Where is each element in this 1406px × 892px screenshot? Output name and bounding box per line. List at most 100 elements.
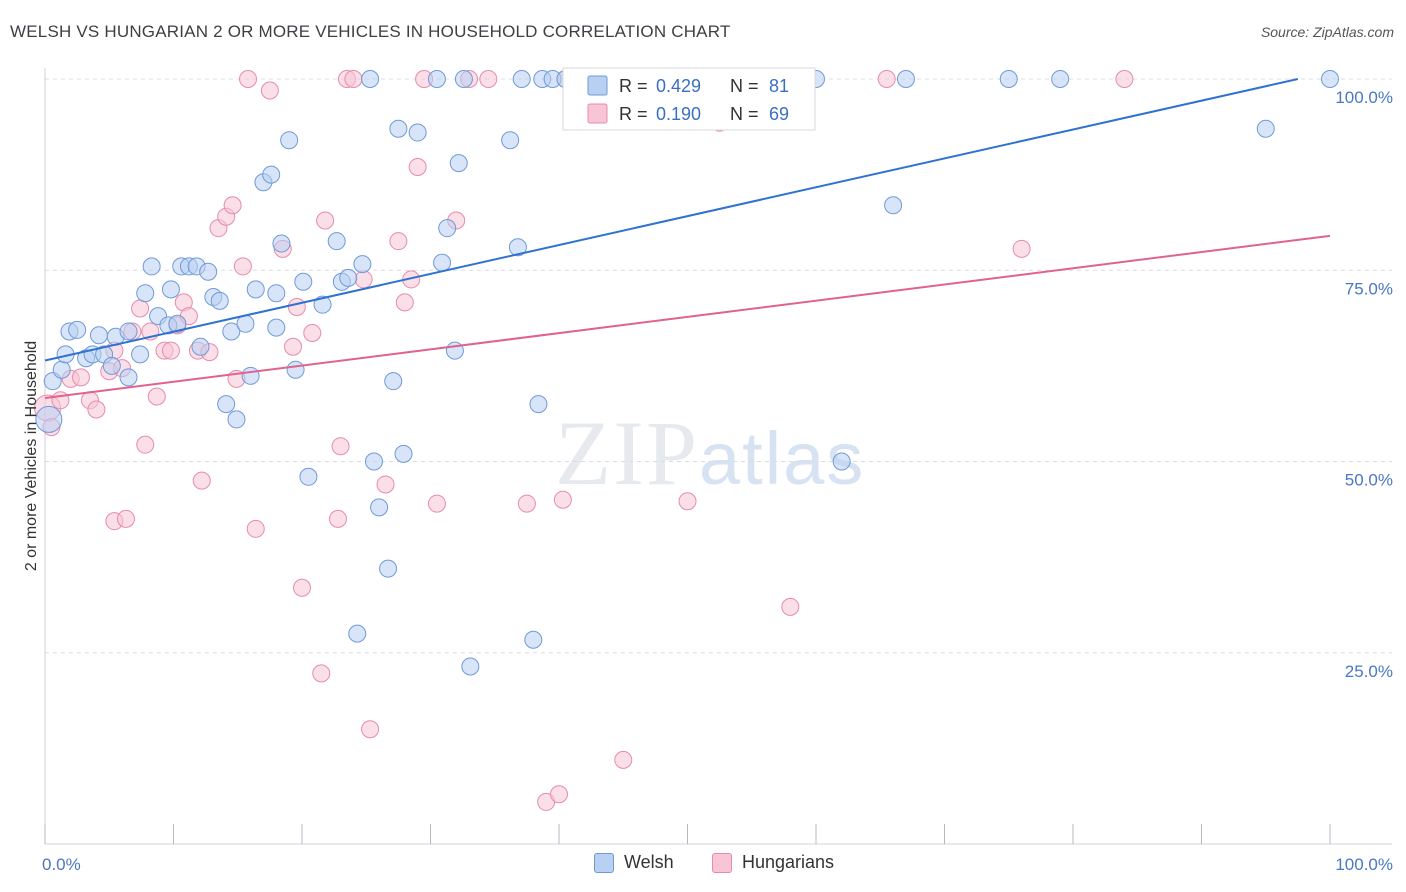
welsh-point bbox=[339, 268, 358, 287]
welsh-point bbox=[389, 119, 408, 138]
tick-labels: 100.0% 75.0% 50.0% 25.0% 0.0% 100.0% bbox=[42, 88, 1393, 874]
hungarians-point bbox=[479, 70, 498, 88]
legend-label-hungarians: Hungarians bbox=[742, 852, 835, 872]
welsh-point bbox=[361, 70, 380, 88]
hungarians-point bbox=[312, 664, 331, 683]
welsh-point bbox=[433, 253, 452, 272]
welsh-point bbox=[119, 322, 138, 341]
welsh-point bbox=[379, 559, 398, 578]
hungarians-swatch bbox=[712, 852, 732, 873]
hungarians-point bbox=[87, 400, 106, 419]
hungarians-point bbox=[233, 257, 252, 276]
legend-welsh-n-label: N = bbox=[730, 76, 759, 96]
hungarians-point bbox=[1115, 70, 1134, 88]
hungarians-point bbox=[192, 471, 211, 490]
hungarians-point bbox=[284, 337, 303, 356]
welsh-point bbox=[1256, 119, 1275, 138]
welsh-point bbox=[217, 395, 236, 414]
welsh-point bbox=[191, 337, 210, 356]
welsh-point bbox=[348, 624, 367, 643]
legend-hung-r-label: R = bbox=[619, 104, 648, 124]
hungarians-point bbox=[116, 509, 135, 528]
legend-item-hungarians: Hungarians bbox=[712, 852, 834, 873]
welsh-point bbox=[512, 70, 531, 88]
hungarians-point bbox=[354, 270, 373, 289]
welsh-point bbox=[272, 234, 291, 253]
source-label: Source: ZipAtlas.com bbox=[1260, 24, 1394, 40]
welsh-point bbox=[286, 360, 305, 379]
welsh-point bbox=[168, 314, 187, 333]
x-tick-label-end: 100.0% bbox=[1335, 855, 1393, 874]
hungarians-point bbox=[331, 437, 350, 456]
welsh-point bbox=[353, 255, 372, 274]
y-tick-label: 25.0% bbox=[1345, 662, 1393, 681]
welsh-point bbox=[454, 70, 473, 88]
welsh-point bbox=[294, 272, 313, 291]
welsh-point bbox=[327, 232, 346, 251]
hungarians-point bbox=[376, 475, 395, 494]
chart-title: WELSH VS HUNGARIAN 2 OR MORE VEHICLES IN… bbox=[10, 22, 731, 41]
hungarians-point bbox=[395, 293, 414, 312]
welsh-point bbox=[119, 368, 138, 387]
hungarians-trend-line bbox=[44, 234, 1331, 399]
welsh-point bbox=[236, 314, 255, 333]
hungarians-point bbox=[239, 70, 258, 88]
hungarians-points bbox=[34, 70, 1134, 811]
welsh-swatch bbox=[594, 852, 614, 873]
welsh-point bbox=[1321, 70, 1339, 88]
y-axis-label: 2 or more Vehicles in Household bbox=[23, 341, 40, 571]
welsh-point bbox=[384, 372, 403, 391]
welsh-point bbox=[370, 498, 389, 517]
welsh-point bbox=[299, 467, 318, 486]
welsh-point bbox=[529, 395, 548, 414]
welsh-point bbox=[267, 318, 286, 337]
legend-hung-r-value: 0.190 bbox=[656, 104, 701, 124]
welsh-trend-line bbox=[44, 78, 1299, 362]
legend-item-welsh: Welsh bbox=[594, 852, 674, 873]
welsh-point bbox=[449, 154, 468, 173]
welsh-point bbox=[136, 284, 155, 303]
welsh-point bbox=[884, 196, 903, 215]
welsh-point bbox=[68, 320, 87, 339]
hungarians-point bbox=[877, 70, 896, 88]
trend-lines bbox=[44, 78, 1331, 399]
hungarians-point bbox=[344, 70, 363, 88]
x-tick-label-start: 0.0% bbox=[42, 855, 81, 874]
hungarians-point bbox=[614, 750, 633, 769]
legend-hung-n-label: N = bbox=[730, 104, 759, 124]
legend-label-welsh: Welsh bbox=[624, 852, 674, 872]
stats-legend: R = 0.429 N = 81 R = 0.190 N = 69 bbox=[562, 67, 816, 131]
hungarians-point bbox=[246, 519, 265, 538]
welsh-point bbox=[102, 356, 121, 375]
hungarians-point bbox=[1012, 239, 1031, 258]
welsh-point bbox=[199, 262, 218, 281]
welsh-point bbox=[52, 360, 71, 379]
legend-welsh-n-value: 81 bbox=[769, 76, 789, 96]
welsh-point bbox=[408, 123, 427, 142]
welsh-point bbox=[461, 657, 480, 676]
welsh-point bbox=[161, 280, 180, 299]
bottom-legend: Welsh Hungarians bbox=[0, 852, 1406, 878]
welsh-point bbox=[262, 165, 281, 184]
y-tick-label: 75.0% bbox=[1345, 279, 1393, 298]
welsh-point bbox=[364, 452, 383, 471]
welsh-point bbox=[89, 326, 108, 345]
welsh-point bbox=[832, 452, 851, 471]
welsh-point bbox=[131, 345, 150, 364]
legend-welsh-r-label: R = bbox=[619, 76, 648, 96]
hungarians-point bbox=[303, 323, 322, 342]
hungarians-point bbox=[293, 578, 311, 597]
hungarians-point bbox=[408, 157, 427, 176]
legend-welsh-r-value: 0.429 bbox=[656, 76, 701, 96]
welsh-point bbox=[280, 131, 299, 150]
hungarians-point bbox=[550, 785, 568, 804]
hungarians-point bbox=[147, 387, 166, 406]
legend-welsh-swatch bbox=[587, 75, 608, 96]
welsh-point bbox=[438, 219, 457, 238]
welsh-point bbox=[394, 444, 413, 463]
hungarians-point bbox=[131, 299, 150, 318]
welsh-point bbox=[999, 70, 1018, 88]
hungarians-point bbox=[287, 297, 306, 316]
grid-lines bbox=[45, 78, 1392, 654]
